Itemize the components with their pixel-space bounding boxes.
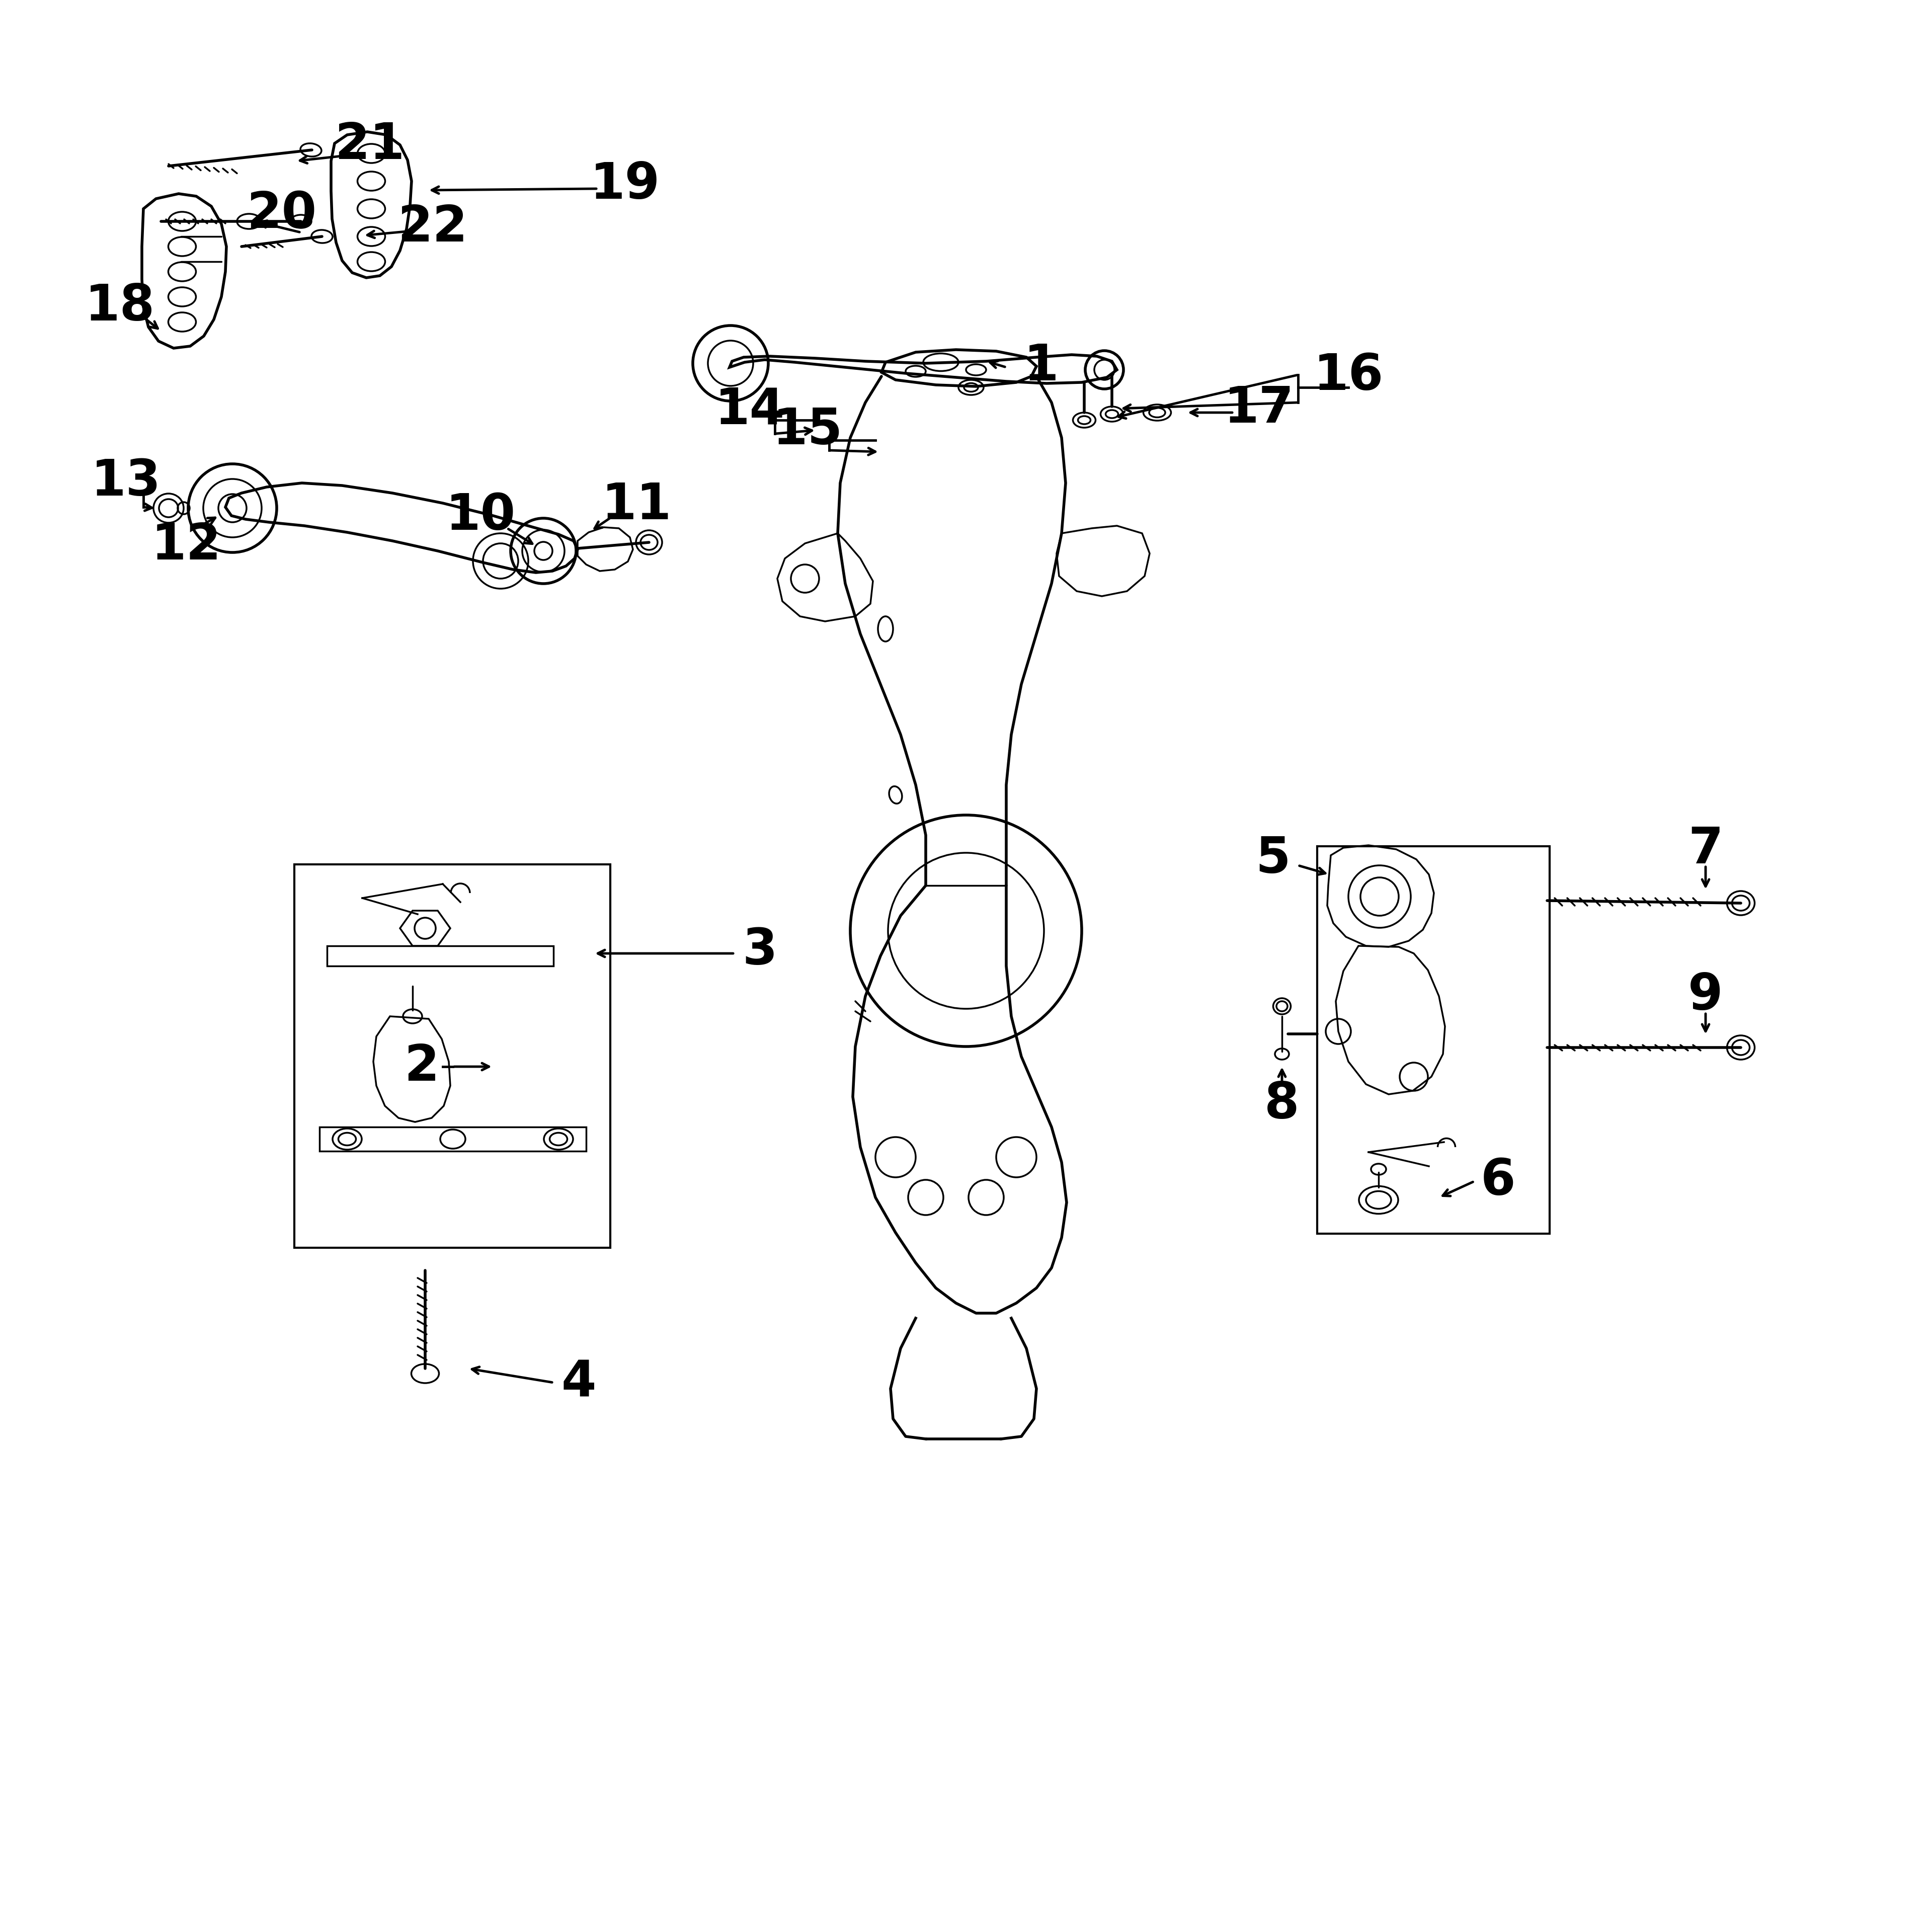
Text: 18: 18: [85, 282, 155, 330]
Text: 2: 2: [404, 1041, 439, 1092]
Text: 13: 13: [91, 458, 160, 506]
Text: 19: 19: [589, 160, 661, 209]
Text: 14: 14: [715, 386, 784, 435]
Bar: [1318, 846, 1549, 1235]
Text: 7: 7: [1689, 825, 1723, 873]
Text: 1: 1: [1024, 342, 1059, 390]
Text: 4: 4: [560, 1358, 597, 1406]
Text: 17: 17: [1223, 384, 1294, 433]
Text: 22: 22: [398, 203, 468, 251]
Bar: [294, 864, 611, 1248]
Text: 8: 8: [1264, 1080, 1300, 1128]
Text: 5: 5: [1256, 835, 1291, 883]
Text: 20: 20: [247, 189, 317, 238]
Text: 11: 11: [601, 481, 672, 529]
Text: 9: 9: [1689, 972, 1723, 1020]
Text: 15: 15: [773, 406, 842, 454]
Text: 3: 3: [742, 927, 777, 976]
Text: 10: 10: [446, 491, 516, 541]
Text: 16: 16: [1314, 352, 1383, 400]
Text: 12: 12: [151, 522, 220, 570]
Text: 21: 21: [334, 120, 406, 170]
Text: 6: 6: [1480, 1157, 1517, 1206]
